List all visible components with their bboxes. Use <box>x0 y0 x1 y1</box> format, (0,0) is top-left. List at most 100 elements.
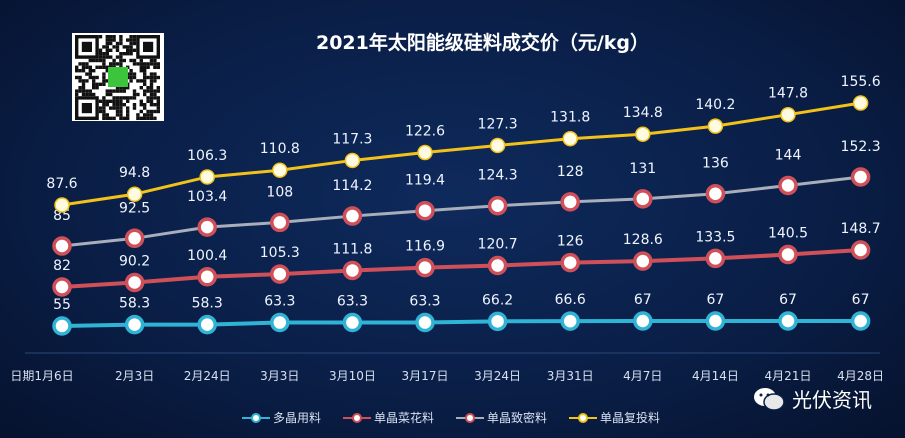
data-point <box>124 314 145 335</box>
data-point <box>850 240 871 260</box>
data-point <box>850 167 871 187</box>
data-label: 122.6 <box>405 124 445 140</box>
data-label: 67 <box>634 292 652 308</box>
x-tick-label: 3月3日 <box>260 369 299 383</box>
data-label: 134.8 <box>623 105 663 121</box>
data-label: 119.4 <box>405 173 445 189</box>
data-label: 116.9 <box>405 239 445 255</box>
data-label: 144 <box>775 148 802 164</box>
legend-item[interactable]: 多晶用料 <box>242 409 321 426</box>
data-label: 67 <box>779 292 797 308</box>
chart-title: 2021年太阳能级硅料成交价（元/kg） <box>315 32 650 54</box>
x-tick-label: 2月24日 <box>184 369 231 383</box>
legend-label: 单晶复投料 <box>600 411 661 425</box>
data-label: 117.3 <box>332 131 372 147</box>
wechat-icon <box>754 387 785 411</box>
data-label: 90.2 <box>119 253 150 269</box>
legend-marker-icon <box>343 412 372 423</box>
series-line <box>61 248 861 289</box>
data-label: 100.4 <box>187 248 227 264</box>
watermark: 光伏资讯 <box>752 384 872 413</box>
data-label: 67 <box>706 292 724 308</box>
data-label: 111.8 <box>332 241 372 257</box>
data-label: 131 <box>629 161 656 177</box>
data-label: 67 <box>852 292 870 308</box>
data-point <box>705 248 726 269</box>
x-tick-label: 3月10日 <box>329 369 376 383</box>
data-point <box>415 200 435 221</box>
data-label: 128 <box>557 164 584 180</box>
legend-marker-icon <box>456 412 485 423</box>
data-point <box>489 137 506 154</box>
x-tick-label: 4月21日 <box>765 369 812 383</box>
data-point <box>852 95 869 111</box>
data-label: 114.2 <box>332 178 372 194</box>
data-point <box>197 267 217 287</box>
data-label: 140.2 <box>695 97 735 113</box>
data-label: 126 <box>557 234 584 250</box>
legend-marker-icon <box>569 412 598 423</box>
legend: 多晶用料 单晶菜花料 单晶致密料 单晶复投料 <box>242 409 660 426</box>
data-point <box>560 252 580 273</box>
series-line <box>61 175 861 248</box>
data-point <box>342 260 363 281</box>
x-tick-label: 4月14日 <box>692 369 739 383</box>
data-label: 66.6 <box>555 292 586 308</box>
data-point <box>197 217 217 237</box>
data-label: 124.3 <box>478 168 518 184</box>
data-point <box>124 272 145 293</box>
data-point <box>487 311 508 332</box>
x-tick-label: 3月24日 <box>474 369 521 383</box>
data-label: 127.3 <box>478 116 518 132</box>
series-line <box>61 101 861 207</box>
x-tick-label: 4月28日 <box>837 369 884 383</box>
data-label: 63.3 <box>409 294 440 310</box>
data-point <box>270 212 290 233</box>
data-point <box>124 228 145 249</box>
data-point <box>415 312 435 333</box>
legend-item[interactable]: 单晶菜花料 <box>343 409 434 426</box>
data-label: 92.5 <box>119 200 150 216</box>
data-label: 110.8 <box>260 141 300 157</box>
data-point <box>52 316 72 336</box>
x-tick-label: 3月17日 <box>402 369 449 383</box>
data-point <box>54 197 70 213</box>
x-tick-label: 3月31日 <box>547 369 594 383</box>
data-label: 120.7 <box>478 237 518 253</box>
data-point <box>560 311 580 331</box>
data-label: 103.4 <box>187 189 227 205</box>
data-point <box>199 169 215 185</box>
watermark-text: 光伏资讯 <box>792 388 872 412</box>
data-label: 140.5 <box>768 226 808 242</box>
data-label: 106.3 <box>187 148 227 164</box>
x-tick-label: 2月3日 <box>115 369 154 383</box>
legend-item[interactable]: 单晶致密料 <box>456 409 547 426</box>
data-point <box>560 192 580 212</box>
legend-item[interactable]: 单晶复投料 <box>569 409 660 426</box>
data-point <box>633 189 653 209</box>
data-point <box>635 126 651 142</box>
data-label: 63.3 <box>264 294 295 310</box>
data-point <box>52 236 72 256</box>
data-point <box>850 311 871 331</box>
data-point <box>342 312 363 333</box>
data-label: 94.8 <box>119 165 150 181</box>
data-point <box>707 118 724 134</box>
data-point <box>705 183 726 204</box>
data-label: 87.6 <box>46 176 77 192</box>
data-point <box>417 144 433 161</box>
data-point <box>633 311 653 331</box>
data-point <box>778 311 798 331</box>
legend-label: 多晶用料 <box>273 411 322 425</box>
data-point <box>487 195 508 216</box>
data-point <box>705 311 726 331</box>
data-label: 128.6 <box>623 232 663 248</box>
legend-label: 单晶菜花料 <box>374 411 435 425</box>
data-label: 133.5 <box>695 229 735 245</box>
data-point <box>633 251 653 271</box>
data-point <box>126 186 143 202</box>
data-point <box>342 206 363 226</box>
data-label: 131.8 <box>550 110 590 126</box>
data-label: 58.3 <box>192 296 223 312</box>
